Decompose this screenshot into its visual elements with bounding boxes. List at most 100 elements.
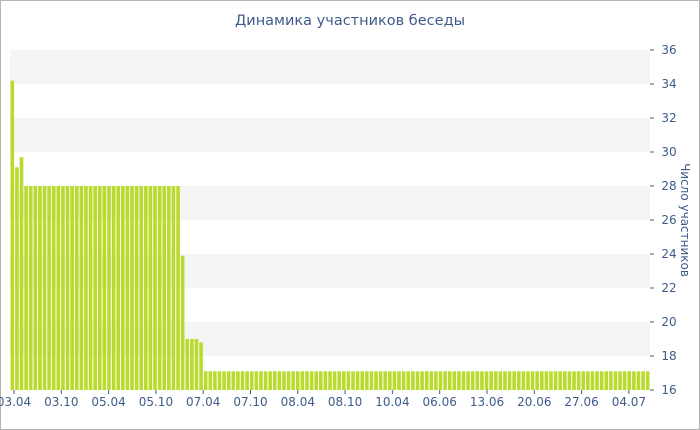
- chart-title: Динамика участников беседы: [234, 13, 466, 29]
- y-tick-label: 30: [661, 145, 676, 159]
- y-tick-label: 28: [661, 179, 676, 193]
- x-tick-label: 10.04: [375, 395, 409, 409]
- y-tick-label: 18: [661, 349, 676, 363]
- y-tick-label: 22: [661, 281, 676, 295]
- bar: [457, 371, 461, 390]
- bar: [365, 371, 369, 390]
- bar: [507, 371, 512, 390]
- bar: [254, 371, 259, 390]
- bar: [595, 371, 599, 390]
- bar: [213, 371, 217, 390]
- bar: [443, 371, 447, 390]
- x-tick-label: 20.06: [517, 395, 551, 409]
- y-tick-label: 36: [661, 43, 676, 57]
- x-tick-label: 05.10: [139, 395, 173, 409]
- bar: [342, 371, 346, 390]
- bar: [360, 371, 365, 390]
- bar: [632, 371, 636, 390]
- bar: [28, 186, 33, 390]
- bar: [567, 371, 572, 390]
- x-tick-label: 05.04: [91, 395, 125, 409]
- bar: [401, 371, 406, 390]
- bar: [10, 80, 15, 390]
- bar: [139, 186, 144, 390]
- bar: [130, 186, 134, 390]
- bar: [586, 371, 590, 390]
- bar: [406, 371, 411, 390]
- bar: [613, 371, 618, 390]
- bar: [134, 186, 139, 390]
- y-axis-title: Число участников: [678, 163, 692, 277]
- bar: [309, 371, 314, 390]
- y-tick-label: 26: [661, 213, 676, 227]
- y-tick-label: 24: [661, 247, 676, 261]
- bar: [162, 186, 167, 390]
- bar: [107, 186, 111, 390]
- bar: [563, 371, 567, 390]
- bar: [346, 371, 351, 390]
- bar: [125, 186, 130, 390]
- bar: [272, 371, 277, 390]
- bar: [176, 186, 180, 390]
- bar: [153, 186, 157, 390]
- bar: [484, 371, 489, 390]
- bar: [79, 186, 84, 390]
- bar: [245, 371, 249, 390]
- bar: [489, 371, 493, 390]
- bar: [627, 371, 632, 390]
- y-tick-label: 20: [661, 315, 676, 329]
- bar: [553, 371, 558, 390]
- x-axis: 03.04 03.10 05.04 05.10 07.04 07.10 08.04 08.10…: [0, 390, 646, 409]
- bar: [38, 186, 42, 390]
- bar: [332, 371, 337, 390]
- bar: [351, 371, 355, 390]
- bars: [10, 80, 650, 390]
- bar: [65, 186, 70, 390]
- bar: [277, 371, 282, 390]
- x-tick-label: 13.06: [470, 395, 504, 409]
- bar: [203, 371, 208, 390]
- bar: [148, 186, 153, 390]
- bar: [194, 339, 199, 390]
- bar: [622, 371, 627, 390]
- bar: [604, 371, 609, 390]
- bar: [328, 371, 332, 390]
- bar: [641, 371, 645, 390]
- bar: [521, 371, 526, 390]
- bar: [222, 371, 226, 390]
- bar: [539, 371, 544, 390]
- grid-band: [10, 118, 650, 152]
- bar: [498, 371, 503, 390]
- bar: [544, 371, 549, 390]
- bar: [461, 371, 466, 390]
- bar: [93, 186, 97, 390]
- bar: [378, 371, 383, 390]
- bar: [576, 371, 581, 390]
- bar: [282, 371, 286, 390]
- bar: [636, 371, 641, 390]
- bar: [415, 371, 420, 390]
- x-tick-label: 07.04: [186, 395, 220, 409]
- bar: [480, 371, 484, 390]
- bar: [259, 371, 263, 390]
- bar: [74, 186, 79, 390]
- bar: [268, 371, 272, 390]
- bar: [558, 371, 563, 390]
- grid-band: [10, 50, 650, 84]
- bar: [295, 371, 300, 390]
- bar: [19, 157, 24, 390]
- bar: [452, 371, 457, 390]
- bar: [397, 371, 401, 390]
- bar: [231, 371, 236, 390]
- bar: [369, 371, 374, 390]
- bar: [355, 371, 360, 390]
- bar: [411, 371, 415, 390]
- x-tick-label: 07.10: [233, 395, 267, 409]
- bar: [121, 186, 125, 390]
- bar: [438, 371, 443, 390]
- bar: [466, 371, 470, 390]
- bar: [240, 371, 245, 390]
- bar: [516, 371, 521, 390]
- bar: [493, 371, 498, 390]
